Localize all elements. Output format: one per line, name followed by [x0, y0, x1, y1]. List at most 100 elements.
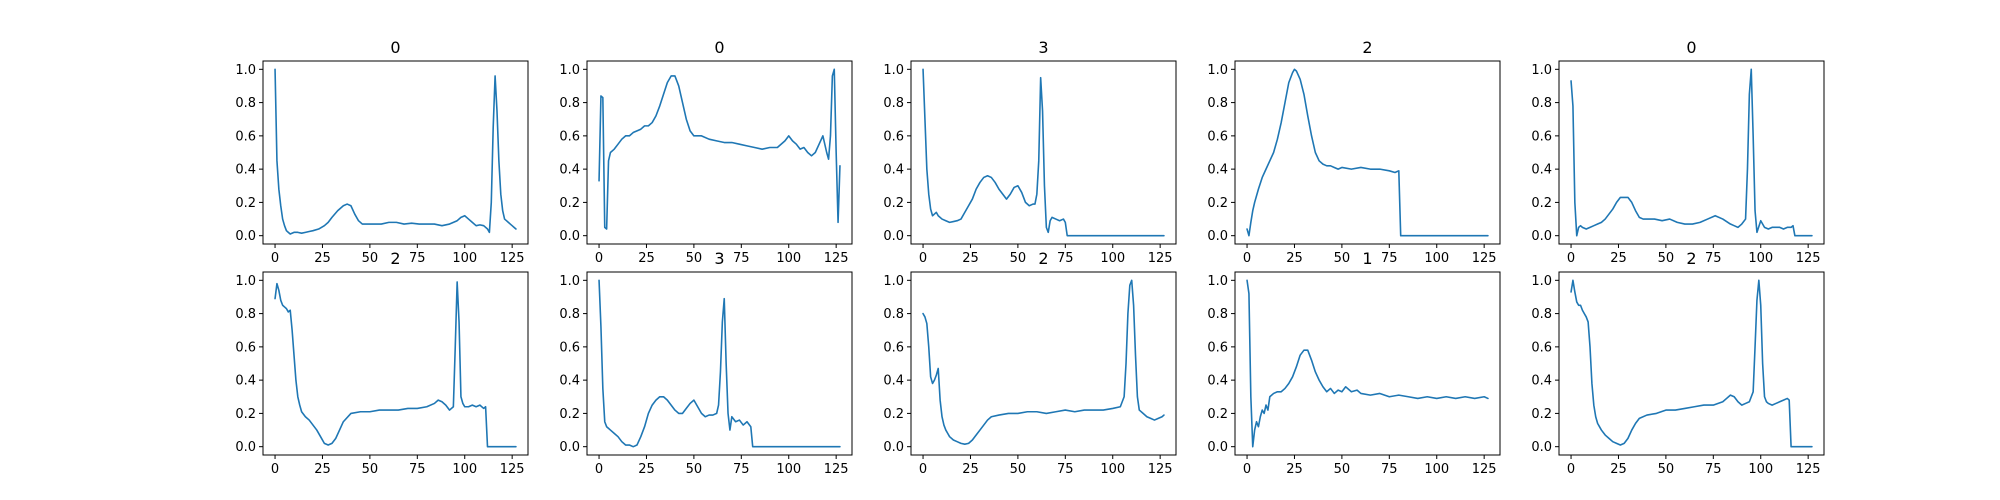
y-tick-label: 0.8 [235, 307, 256, 322]
axes-frame [1558, 60, 1825, 245]
y-tick-label: 1.0 [1531, 274, 1552, 289]
y-tick-label: 0.6 [235, 340, 256, 355]
y-tick-label: 0.0 [235, 229, 256, 244]
x-tick-label: 25 [638, 462, 655, 477]
y-tick-label: 0.4 [559, 374, 580, 389]
y-tick-label: 0.8 [883, 96, 904, 111]
subplot-4: 2 0.0 0.2 0.4 0.6 0.8 1.0 0 25 50 75 100 125 [1207, 38, 1501, 266]
y-tick-label: 0.2 [1207, 407, 1228, 422]
y-tick-label: 0.2 [1207, 196, 1228, 211]
subplot-2: 0 0.0 0.2 0.4 0.6 0.8 1.0 0 25 50 75 100 125 [559, 38, 853, 266]
y-tick-label: 0.4 [1207, 163, 1228, 178]
x-tick-label: 125 [824, 251, 849, 266]
x-tick-label: 100 [1424, 251, 1449, 266]
x-tick-label: 100 [1100, 462, 1125, 477]
series-line [922, 279, 1165, 445]
subplot-6: 2 0.0 0.2 0.4 0.6 0.8 1.0 0 25 50 75 100 125 [235, 249, 529, 477]
y-tick-label: 0.4 [1531, 374, 1552, 389]
y-tick-label: 0.2 [883, 407, 904, 422]
subplot-title: 0 [714, 38, 724, 57]
y-tick-label: 0.8 [235, 96, 256, 111]
x-tick-label: 25 [1286, 251, 1303, 266]
y-tick-label: 0.8 [1531, 307, 1552, 322]
y-tick-label: 0.6 [883, 129, 904, 144]
series-line [1570, 279, 1813, 448]
axes-frame [910, 271, 1177, 456]
subplot-title: 1 [1362, 249, 1372, 268]
x-tick-label: 0 [271, 462, 279, 477]
y-tick-label: 0.6 [1207, 340, 1228, 355]
y-tick-label: 0.8 [883, 307, 904, 322]
x-tick-label: 100 [1748, 251, 1773, 266]
x-tick-label: 50 [362, 462, 379, 477]
subplot-5: 0 0.0 0.2 0.4 0.6 0.8 1.0 0 25 50 75 100 125 [1531, 38, 1825, 266]
y-tick-label: 1.0 [883, 274, 904, 289]
axes-frame [1234, 271, 1501, 456]
axes-frame [1558, 271, 1825, 456]
y-tick-label: 0.0 [235, 440, 256, 455]
y-tick-label: 0.0 [559, 440, 580, 455]
y-tick-label: 0.0 [1207, 229, 1228, 244]
x-tick-label: 100 [452, 462, 477, 477]
x-tick-label: 75 [733, 462, 750, 477]
subplot-7: 3 0.0 0.2 0.4 0.6 0.8 1.0 0 25 50 75 100 125 [559, 249, 853, 477]
y-tick-label: 0.0 [1531, 440, 1552, 455]
series-line [1570, 68, 1813, 237]
y-tick-label: 0.4 [235, 374, 256, 389]
series-line [274, 68, 517, 235]
y-tick-label: 1.0 [559, 63, 580, 78]
y-tick-label: 0.6 [1531, 129, 1552, 144]
x-tick-label: 125 [1796, 462, 1821, 477]
y-tick-label: 1.0 [1207, 274, 1228, 289]
y-tick-label: 0.8 [1207, 96, 1228, 111]
y-tick-label: 0.4 [883, 374, 904, 389]
x-tick-label: 125 [1472, 462, 1497, 477]
y-tick-label: 0.4 [235, 163, 256, 178]
y-tick-label: 0.2 [235, 407, 256, 422]
x-tick-label: 0 [919, 251, 927, 266]
y-tick-label: 1.0 [235, 274, 256, 289]
x-tick-label: 75 [409, 462, 426, 477]
y-tick-label: 0.0 [1207, 440, 1228, 455]
subplot-title: 2 [390, 249, 400, 268]
subplot-3: 3 0.0 0.2 0.4 0.6 0.8 1.0 0 25 50 75 100 125 [883, 38, 1177, 266]
x-tick-label: 25 [1610, 251, 1627, 266]
y-tick-label: 0.8 [559, 307, 580, 322]
axes-frame [586, 60, 853, 245]
x-tick-label: 25 [1286, 462, 1303, 477]
x-tick-label: 100 [1748, 462, 1773, 477]
y-tick-label: 0.4 [559, 163, 580, 178]
x-tick-label: 75 [409, 251, 426, 266]
x-tick-label: 50 [1010, 462, 1027, 477]
y-tick-label: 0.6 [559, 340, 580, 355]
subplot-title: 2 [1686, 249, 1696, 268]
x-tick-label: 0 [919, 462, 927, 477]
y-tick-label: 0.6 [883, 340, 904, 355]
x-tick-label: 75 [1057, 462, 1074, 477]
x-tick-label: 25 [962, 251, 979, 266]
y-tick-label: 0.2 [1531, 196, 1552, 211]
x-tick-label: 0 [1567, 251, 1575, 266]
y-tick-label: 0.8 [559, 96, 580, 111]
y-tick-label: 0.6 [1531, 340, 1552, 355]
x-tick-label: 50 [1334, 462, 1351, 477]
y-tick-label: 0.8 [1531, 96, 1552, 111]
y-tick-label: 0.0 [883, 229, 904, 244]
x-tick-label: 0 [1567, 462, 1575, 477]
y-tick-label: 1.0 [883, 63, 904, 78]
x-tick-label: 0 [271, 251, 279, 266]
y-tick-label: 0.8 [1207, 307, 1228, 322]
x-tick-label: 0 [1243, 462, 1251, 477]
axes-frame [262, 60, 529, 245]
axes-frame [1234, 60, 1501, 245]
subplot-title: 3 [714, 249, 724, 268]
y-tick-label: 0.6 [1207, 129, 1228, 144]
y-tick-label: 0.2 [559, 407, 580, 422]
x-tick-label: 25 [314, 462, 331, 477]
x-tick-label: 125 [500, 462, 525, 477]
y-tick-label: 0.2 [235, 196, 256, 211]
x-tick-label: 25 [962, 462, 979, 477]
x-tick-label: 100 [1100, 251, 1125, 266]
series-line [1246, 68, 1489, 237]
